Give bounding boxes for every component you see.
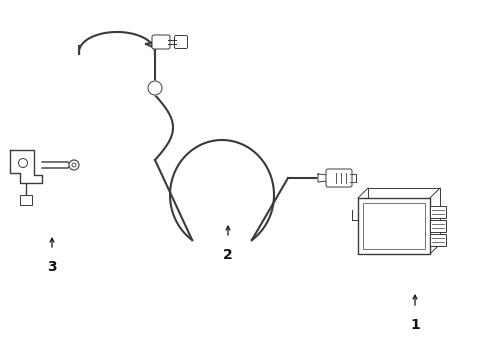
Text: 2: 2 (223, 248, 233, 262)
Text: 3: 3 (47, 260, 57, 274)
Polygon shape (42, 162, 70, 168)
Circle shape (148, 81, 162, 95)
Bar (430, 234, 446, 246)
FancyBboxPatch shape (152, 35, 170, 49)
FancyBboxPatch shape (326, 169, 352, 187)
Polygon shape (10, 150, 42, 183)
Text: 1: 1 (410, 318, 420, 332)
Circle shape (69, 160, 79, 170)
Bar (20, 195, 32, 205)
Bar (363, 203, 425, 249)
FancyBboxPatch shape (174, 36, 188, 49)
Bar (430, 220, 446, 232)
Bar (430, 206, 446, 218)
Bar (358, 198, 430, 254)
Polygon shape (318, 174, 328, 182)
Circle shape (19, 158, 27, 167)
